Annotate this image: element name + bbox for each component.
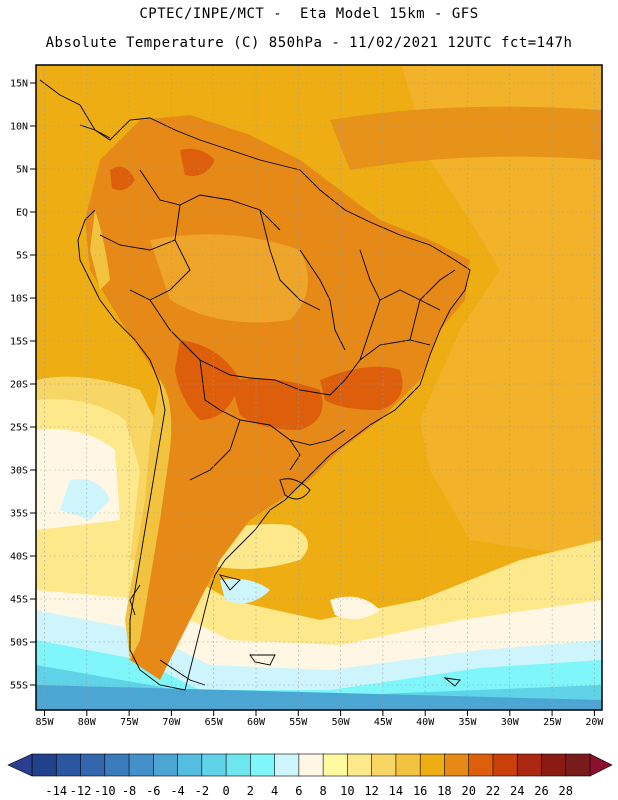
colorbar-label: -12	[70, 784, 92, 798]
colorbar-swatch	[298, 753, 324, 777]
temperature-field	[36, 65, 602, 710]
colorbar-swatch	[516, 753, 543, 777]
lon-label: 20W	[585, 717, 604, 728]
colorbar-label: -14	[45, 784, 67, 798]
map-subtitle: Absolute Temperature (C) 850hPa - 11/02/…	[45, 35, 573, 51]
lat-label: 15N	[10, 79, 28, 90]
country-borders	[39, 79, 471, 691]
plot-frame	[35, 64, 603, 711]
lon-label: 70W	[162, 717, 181, 728]
lat-label: 25S	[10, 423, 28, 434]
colorbar-swatch	[225, 753, 252, 777]
colorbar-swatch	[468, 753, 494, 777]
colorbar-label: -4	[170, 784, 184, 798]
colorbar-label: 18	[437, 784, 451, 798]
lat-label: 55S	[10, 681, 28, 692]
lon-label: 80W	[78, 717, 97, 728]
colorbar-swatch	[80, 753, 106, 777]
lat-label: 40S	[10, 552, 28, 563]
colorbar-swatch	[128, 753, 155, 777]
lon-label: 50W	[332, 717, 351, 728]
colorbar-swatch	[565, 753, 591, 777]
lon-label: 85W	[35, 717, 54, 728]
colorbar-swatch	[347, 753, 373, 777]
map-title: CPTEC/INPE/MCT - Eta Model 15km - GFS	[139, 6, 479, 22]
colorbar-label: 4	[271, 784, 278, 798]
lon-label: 45W	[374, 717, 393, 728]
colorbar-label: 2	[247, 784, 254, 798]
colorbar-swatch	[419, 753, 446, 777]
lon-label: 55W	[289, 717, 308, 728]
colorbar-label: 20	[461, 784, 475, 798]
colorbar-label: 10	[340, 784, 354, 798]
lon-label: 65W	[205, 717, 224, 728]
lat-label: 10N	[10, 122, 28, 133]
colorbar-label: 8	[320, 784, 327, 798]
colorbar-label: 16	[413, 784, 427, 798]
lat-label: 20S	[10, 380, 28, 391]
colorbar-label: 0	[222, 784, 229, 798]
colorbar-swatch	[104, 753, 130, 777]
colorbar-swatch	[153, 753, 179, 777]
colorbar-swatch	[541, 753, 567, 777]
colorbar-label: 26	[534, 784, 548, 798]
colorbar-labels: -14 -12 -10 -8 -6 -4 -2 0 2 4 6 8 10 12 14 16 18 20 22 24 26…	[45, 784, 573, 798]
colorbar-swatch	[322, 753, 349, 777]
lon-label: 25W	[543, 717, 562, 728]
colorbar-swatch	[274, 753, 300, 777]
colorbar-label: 22	[486, 784, 500, 798]
lat-label: EQ	[16, 208, 28, 219]
colorbar-swatch	[371, 753, 397, 777]
lon-label: 30W	[501, 717, 520, 728]
lat-label: 5S	[16, 251, 28, 262]
colorbar-label: -8	[122, 784, 136, 798]
colorbar-label: 14	[389, 784, 403, 798]
colorbar	[7, 753, 613, 777]
colorbar-swatch	[444, 753, 470, 777]
lon-label: 75W	[120, 717, 139, 728]
colorbar-high-arrow	[589, 753, 613, 777]
colorbar-swatch	[492, 753, 519, 777]
colorbar-label: -10	[94, 784, 116, 798]
lat-label: 50S	[10, 638, 28, 649]
longitude-axis: 85W 80W 75W 70W 65W 60W 55W 50W 45W 40W 35W 30W 25W 2…	[35, 710, 604, 728]
lat-label: 45S	[10, 595, 28, 606]
latitude-axis: 15N 10N 5N EQ 5S 10S 15S 20S 25S 30S 35S 40S 45S 50S 5…	[10, 79, 36, 692]
colorbar-label: 12	[364, 784, 378, 798]
colorbar-label: 28	[559, 784, 573, 798]
lon-label: 40W	[416, 717, 435, 728]
lon-label: 35W	[458, 717, 477, 728]
colorbar-label: -2	[195, 784, 209, 798]
colorbar-label: -6	[146, 784, 160, 798]
colorbar-swatch	[201, 753, 227, 777]
lat-label: 30S	[10, 466, 28, 477]
colorbar-label: 6	[295, 784, 302, 798]
colorbar-low-arrow	[7, 753, 33, 777]
lat-label: 15S	[10, 337, 28, 348]
lat-label: 35S	[10, 509, 28, 520]
lon-label: 60W	[247, 717, 266, 728]
lat-label: 10S	[10, 294, 28, 305]
colorbar-swatch	[250, 753, 276, 777]
colorbar-swatch	[395, 753, 421, 777]
lat-label: 5N	[16, 165, 28, 176]
colorbar-label: 24	[510, 784, 524, 798]
colorbar-swatch	[55, 753, 82, 777]
colorbar-swatch	[177, 753, 203, 777]
colorbar-swatch	[31, 753, 58, 777]
